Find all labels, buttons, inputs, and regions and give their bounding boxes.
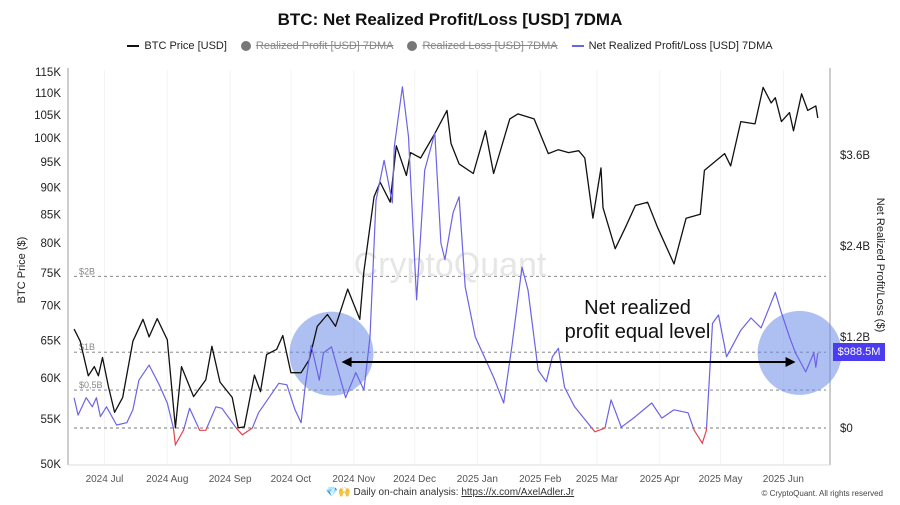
btc-price-line xyxy=(73,86,819,429)
x-tick-label: 2024 Aug xyxy=(146,474,188,485)
x-tick-label: 2025 Jan xyxy=(457,474,498,485)
dot-swatch-icon xyxy=(407,41,418,51)
reference-line-label: $0,5B xyxy=(79,380,103,390)
legend-label: Net Realized Profit/Loss [USD] 7DMA xyxy=(588,40,773,52)
legend-item-realized-profit[interactable]: Realized Profit [USD] 7DMA xyxy=(240,40,394,52)
left-tick-label: 110K xyxy=(35,88,61,100)
legend: BTC Price [USD] Realized Profit [USD] 7D… xyxy=(0,40,900,52)
legend-label: Realized Profit [USD] 7DMA xyxy=(255,40,394,52)
left-tick-label: 105K xyxy=(34,110,61,122)
left-tick-label: 80K xyxy=(41,238,62,250)
left-tick-label: 115K xyxy=(35,67,61,79)
left-tick-label: 95K xyxy=(41,157,62,169)
highlight-circle xyxy=(757,310,842,395)
x-tick-label: 2025 Jun xyxy=(763,474,804,485)
arrow-left-head-icon xyxy=(341,357,352,367)
line-swatch-icon xyxy=(127,45,140,47)
highlight-circle xyxy=(289,311,374,396)
x-tick-label: 2025 May xyxy=(699,474,743,485)
reference-line-label: $2B xyxy=(79,266,95,276)
dot-swatch-icon xyxy=(240,41,251,51)
legend-label: Realized Loss [USD] 7DMA xyxy=(422,40,558,52)
x-tick-label: 2025 Apr xyxy=(640,474,681,485)
legend-item-net-realized[interactable]: Net Realized Profit/Loss [USD] 7DMA xyxy=(571,40,773,52)
x-tick-label: 2024 Nov xyxy=(332,474,375,485)
annotation-text: Net realized profit equal level xyxy=(540,296,735,344)
footer: 💎🙌 Daily on-chain analysis: https://x.co… xyxy=(0,487,900,498)
left-axis-title: BTC Price ($) xyxy=(16,236,28,304)
right-tick-label: $1.2B xyxy=(840,332,870,344)
watermark-logo: CryptoQuant xyxy=(354,246,547,284)
legend-item-realized-loss[interactable]: Realized Loss [USD] 7DMA xyxy=(407,40,558,52)
net-realized-loss-segment xyxy=(172,428,708,447)
annotation-line-1: Net realized xyxy=(584,297,691,319)
copyright: © CryptoQuant. All rights reserved xyxy=(761,489,884,498)
left-tick-label: 90K xyxy=(41,182,62,194)
line-swatch-icon xyxy=(571,45,584,47)
x-tick-label: 2024 Sep xyxy=(209,474,252,485)
left-tick-label: 100K xyxy=(34,133,61,145)
net-realized-pl-line xyxy=(73,86,819,428)
left-tick-label: 85K xyxy=(41,209,62,221)
x-tick-label: 2024 Oct xyxy=(271,474,312,485)
chart-title: BTC: Net Realized Profit/Loss [USD] 7DMA xyxy=(277,10,623,29)
legend-item-btc-price[interactable]: BTC Price [USD] xyxy=(127,40,227,52)
annotation-line-2: profit equal level xyxy=(564,321,711,343)
arrow-right-head-icon xyxy=(785,357,796,367)
last-value-badge: $988.5M xyxy=(833,343,885,361)
x-tick-label: 2025 Mar xyxy=(576,474,619,485)
right-tick-label: $0 xyxy=(840,423,853,435)
right-tick-label: $3.6B xyxy=(840,150,870,162)
left-tick-label: 55K xyxy=(41,414,62,426)
footer-link[interactable]: https://x.com/AxelAdler.Jr xyxy=(461,487,575,498)
left-tick-label: 50K xyxy=(41,459,62,471)
left-tick-label: 70K xyxy=(41,301,62,313)
diamond-hands-icon: 💎🙌 xyxy=(325,487,351,498)
x-tick-label: 2025 Feb xyxy=(519,474,562,485)
legend-label: BTC Price [USD] xyxy=(144,40,227,52)
x-tick-label: 2024 Jul xyxy=(86,474,124,485)
left-tick-label: 60K xyxy=(41,373,62,385)
left-tick-label: 65K xyxy=(41,336,62,348)
right-axis-title: Net Realized Profit/Loss ($) xyxy=(874,197,886,333)
reference-line-label: $1B xyxy=(79,342,95,352)
left-tick-label: 75K xyxy=(41,268,62,280)
footer-text: Daily on-chain analysis: xyxy=(353,487,462,498)
x-tick-label: 2024 Dec xyxy=(393,474,436,485)
right-tick-label: $2.4B xyxy=(840,241,870,253)
